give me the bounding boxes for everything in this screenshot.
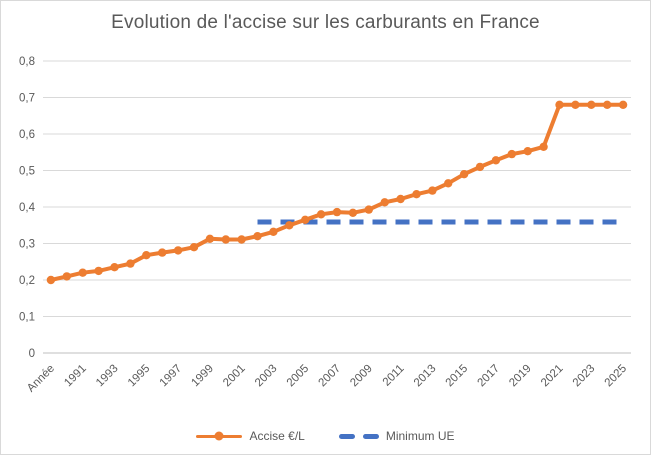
series-accise-marker: [316, 210, 326, 219]
x-tick-label: 2005: [285, 363, 312, 390]
series-accise-marker: [221, 235, 230, 244]
y-tick-label: 0,3: [19, 239, 35, 251]
series-accise-marker: [507, 149, 516, 159]
series-accise-marker: [158, 248, 167, 257]
x-tick-label: 1997: [158, 363, 185, 390]
series-accise-marker: [253, 232, 262, 241]
x-tick-label: 2019: [507, 363, 534, 390]
x-tick-label: 1995: [126, 363, 153, 390]
series-accise-marker: [539, 142, 548, 151]
x-tick-label: 2023: [571, 363, 598, 390]
legend-label-minimum-ue: Minimum UE: [385, 429, 455, 443]
y-tick-label: 0: [29, 348, 35, 360]
series-accise-marker: [380, 198, 389, 207]
x-tick-label: 1991: [62, 363, 89, 390]
series-accise-marker: [269, 227, 278, 236]
series-accise-marker: [571, 100, 580, 110]
series-accise-marker: [491, 156, 501, 165]
y-tick-label: 0,8: [19, 56, 35, 68]
x-tick-label: 2017: [475, 363, 502, 390]
series-accise-marker: [603, 100, 612, 110]
series-accise-marker: [205, 234, 215, 243]
y-tick-label: 0,6: [19, 129, 35, 141]
series-accise-marker: [301, 215, 310, 224]
series-accise-marker: [237, 235, 246, 244]
series-accise-marker: [94, 266, 103, 276]
x-tick-label: 2021: [539, 363, 566, 390]
series-accise-marker: [444, 179, 453, 188]
chart-legend: Accise €/L Minimum UE: [1, 429, 650, 443]
y-tick-label: 0,7: [19, 93, 35, 105]
y-tick-label: 0,2: [19, 275, 35, 287]
dashed-line-icon: [338, 433, 379, 439]
x-tick-label: 2011: [381, 363, 407, 389]
series-accise-marker: [364, 205, 373, 214]
series-accise-marker: [189, 243, 199, 252]
series-accise-marker: [555, 100, 564, 110]
series-accise-marker: [332, 207, 342, 217]
x-tick-label: 2025: [603, 363, 630, 390]
x-tick-label: 2001: [221, 363, 248, 390]
x-tick-label: 2009: [348, 363, 375, 390]
series-accise-marker: [142, 251, 151, 260]
x-tick-label: Année: [25, 363, 57, 395]
x-tick-label: 2007: [317, 363, 344, 390]
series-accise-marker: [126, 259, 135, 268]
series-accise-marker: [348, 208, 358, 217]
series-accise-marker: [587, 100, 596, 110]
series-accise-marker: [46, 275, 56, 285]
x-tick-label: 2013: [412, 363, 439, 390]
x-tick-label: 2003: [253, 363, 280, 390]
round-marker-icon: [214, 431, 224, 441]
x-tick-label: 1999: [189, 363, 216, 390]
series-accise-marker: [523, 147, 532, 156]
x-tick-label: 2015: [444, 363, 471, 390]
series-accise-marker: [78, 268, 87, 277]
series-accise-marker: [173, 246, 183, 255]
series-accise-marker: [475, 162, 485, 172]
solid-line-marker-icon: [196, 431, 243, 441]
series-accise-marker: [62, 272, 71, 281]
y-tick-label: 0,5: [19, 166, 35, 178]
series-accise-line: [48, 102, 626, 282]
legend-label-accise: Accise €/L: [249, 429, 305, 443]
series-accise-marker: [110, 263, 119, 272]
x-tick-label: 1993: [94, 363, 121, 390]
legend-item-accise[interactable]: Accise €/L: [196, 429, 305, 443]
y-tick-label: 0,4: [19, 202, 36, 214]
chart-title: Evolution de l'accise sur les carburants…: [111, 12, 540, 33]
series-accise-marker: [412, 190, 421, 199]
legend-item-minimum-ue[interactable]: Minimum UE: [338, 429, 455, 443]
y-tick-label: 0,1: [19, 312, 35, 324]
series-accise-marker: [285, 221, 294, 230]
series-accise-marker: [618, 100, 628, 110]
series-accise-marker: [428, 186, 437, 195]
series-accise-marker: [396, 194, 405, 204]
series-accise-marker: [459, 170, 469, 179]
